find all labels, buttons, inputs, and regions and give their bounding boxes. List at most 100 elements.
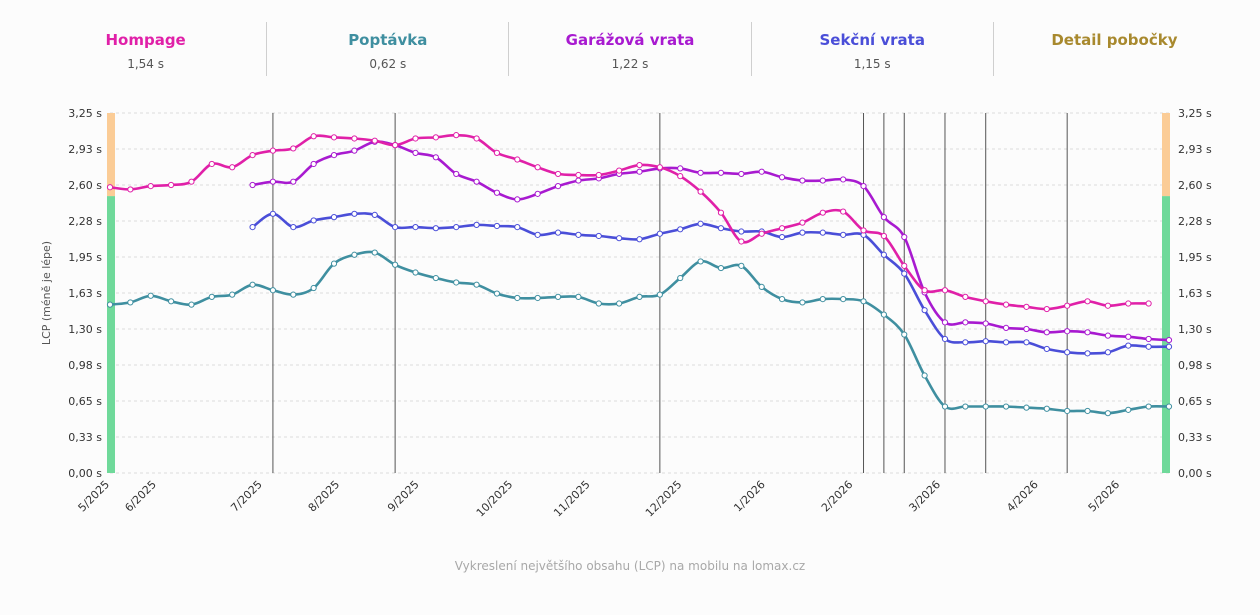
data-point	[982, 338, 989, 345]
data-point	[819, 295, 826, 303]
data-point	[901, 331, 908, 338]
data-point	[982, 298, 989, 305]
data-point	[127, 186, 134, 193]
data-point	[249, 223, 256, 231]
summary-detail-pobocky[interactable]: Detail pobočky	[994, 22, 1235, 76]
y-tick-label-right: 1,30 s	[1178, 323, 1212, 336]
y-tick-label-left: 0,98 s	[68, 359, 102, 372]
y-tick-label-right: 2,28 s	[1178, 215, 1212, 228]
summary-sekcni-vrata[interactable]: Sekční vrata 1,15 s	[752, 22, 994, 76]
data-point	[514, 196, 521, 203]
data-point	[473, 221, 480, 228]
data-point	[921, 372, 928, 379]
data-point	[575, 177, 582, 184]
data-point	[1023, 325, 1030, 333]
data-point	[982, 320, 989, 327]
data-point	[697, 188, 704, 195]
data-point	[147, 183, 154, 190]
data-point	[167, 298, 175, 305]
data-point	[392, 261, 399, 268]
data-point	[636, 236, 643, 243]
data-point	[677, 173, 684, 180]
data-point	[799, 177, 806, 184]
data-point	[717, 209, 725, 216]
data-point	[1064, 407, 1071, 415]
data-point	[1043, 405, 1050, 412]
data-point	[880, 311, 887, 318]
data-point	[819, 209, 826, 216]
data-point	[514, 223, 521, 231]
summary-poptavka[interactable]: Poptávka 0,62 s	[267, 22, 510, 76]
y-axis-label: LCP (méně je lépe)	[40, 241, 53, 345]
data-point	[717, 264, 725, 272]
data-point	[310, 160, 317, 168]
data-point	[1165, 336, 1173, 344]
data-point	[1104, 302, 1112, 309]
data-point	[1104, 332, 1112, 339]
data-point	[432, 225, 439, 232]
data-point	[269, 147, 277, 154]
y-tick-label-left: 3,25 s	[68, 107, 102, 120]
data-point	[351, 210, 358, 217]
data-point	[453, 223, 460, 231]
data-point	[310, 217, 317, 224]
data-point	[412, 149, 419, 156]
data-point	[616, 235, 623, 242]
y-tick-label-left: 2,28 s	[68, 215, 102, 228]
data-point	[962, 319, 969, 326]
summary-value: 1,54 s	[127, 57, 164, 71]
data-point	[554, 293, 562, 300]
data-point	[249, 281, 256, 288]
data-point	[1002, 339, 1010, 346]
data-point	[330, 214, 338, 221]
data-point	[249, 151, 256, 159]
y-tick-label-left: 1,95 s	[68, 251, 102, 264]
data-point	[493, 222, 501, 230]
series-poptavka	[106, 249, 1173, 417]
data-point	[575, 171, 582, 179]
data-point	[330, 134, 338, 141]
data-point	[453, 170, 460, 178]
data-point	[656, 291, 663, 298]
y-tick-label-left: 1,63 s	[68, 287, 102, 300]
data-point	[392, 223, 399, 231]
data-point	[697, 258, 704, 265]
data-point	[901, 233, 908, 241]
data-point	[901, 262, 908, 269]
data-point	[290, 145, 297, 152]
data-point	[575, 231, 582, 238]
x-tick-label: 12/2025	[643, 478, 685, 520]
data-point	[249, 181, 256, 189]
data-point	[106, 184, 114, 191]
data-point	[1104, 410, 1112, 417]
series-line	[108, 250, 1171, 415]
data-point	[208, 160, 215, 168]
data-point	[554, 170, 562, 178]
data-point	[595, 171, 602, 179]
data-point	[473, 281, 480, 288]
data-point	[860, 183, 867, 190]
summary-hompage[interactable]: Hompage 1,54 s	[25, 22, 268, 76]
threshold-good-band-left	[107, 196, 115, 474]
data-point	[656, 164, 663, 171]
data-point	[941, 287, 949, 294]
data-point	[962, 293, 969, 300]
data-point	[351, 251, 358, 258]
summary-name: Poptávka	[348, 31, 428, 49]
summary-name: Detail pobočky	[1051, 31, 1178, 49]
data-point	[575, 293, 582, 300]
data-point	[534, 294, 541, 302]
data-point	[290, 223, 297, 231]
data-point	[778, 233, 786, 241]
data-point	[840, 231, 847, 238]
data-point	[1125, 300, 1132, 307]
summary-garazova-vrata[interactable]: Garážová vrata 1,22 s	[509, 22, 752, 76]
data-point	[432, 134, 439, 141]
data-point	[677, 226, 684, 233]
summary-name: Garážová vrata	[565, 31, 695, 49]
data-point	[1043, 345, 1050, 353]
y-tick-label-left: 1,30 s	[68, 323, 102, 336]
data-point	[778, 295, 786, 303]
data-point	[269, 210, 277, 217]
